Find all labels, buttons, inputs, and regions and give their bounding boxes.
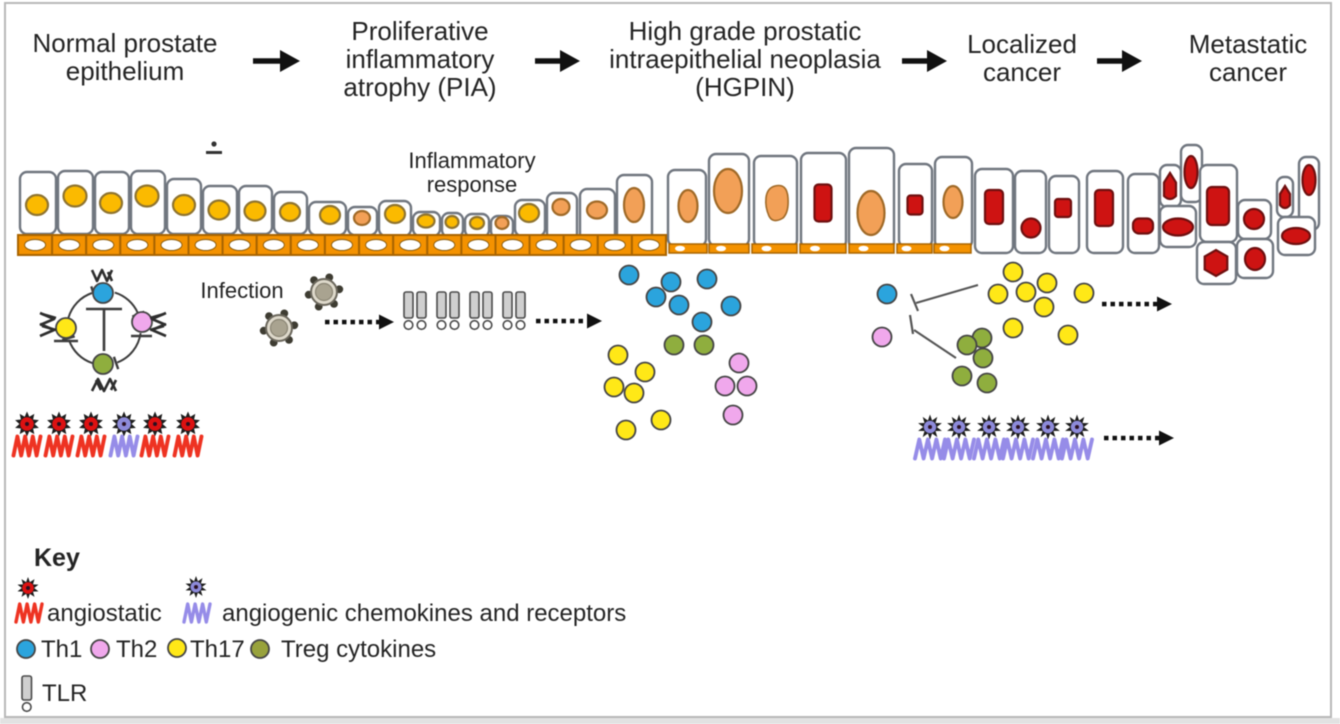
svg-text:angiostatic: angiostatic — [47, 600, 162, 627]
svg-text:cancer: cancer — [1209, 57, 1287, 87]
svg-text:TLR: TLR — [42, 680, 87, 707]
svg-text:Localized: Localized — [967, 29, 1077, 59]
svg-text:Th2: Th2 — [116, 636, 157, 663]
svg-text:cancer: cancer — [983, 57, 1061, 87]
svg-text:response: response — [427, 172, 518, 197]
svg-text:atrophy (PIA): atrophy (PIA) — [343, 72, 496, 102]
svg-text:intraepithelial neoplasia: intraepithelial neoplasia — [609, 44, 881, 74]
svg-text:epithelium: epithelium — [66, 56, 185, 86]
svg-text:Th1: Th1 — [41, 636, 82, 663]
svg-text:Normal prostate: Normal prostate — [33, 28, 218, 58]
svg-text:High grade prostatic: High grade prostatic — [629, 16, 862, 46]
svg-text:Key: Key — [34, 544, 80, 572]
svg-text:Th17: Th17 — [190, 636, 245, 663]
svg-text:angiogenic chemokines and rece: angiogenic chemokines and receptors — [222, 600, 626, 627]
svg-text:Proliferative: Proliferative — [351, 16, 488, 46]
svg-text:(HGPIN): (HGPIN) — [695, 72, 795, 102]
svg-text:inflammatory: inflammatory — [346, 44, 495, 74]
svg-text:Inflammatory: Inflammatory — [408, 148, 535, 173]
svg-text:Metastatic: Metastatic — [1189, 29, 1308, 59]
svg-text:Infection: Infection — [200, 278, 283, 303]
svg-text:Treg cytokines: Treg cytokines — [281, 636, 436, 663]
